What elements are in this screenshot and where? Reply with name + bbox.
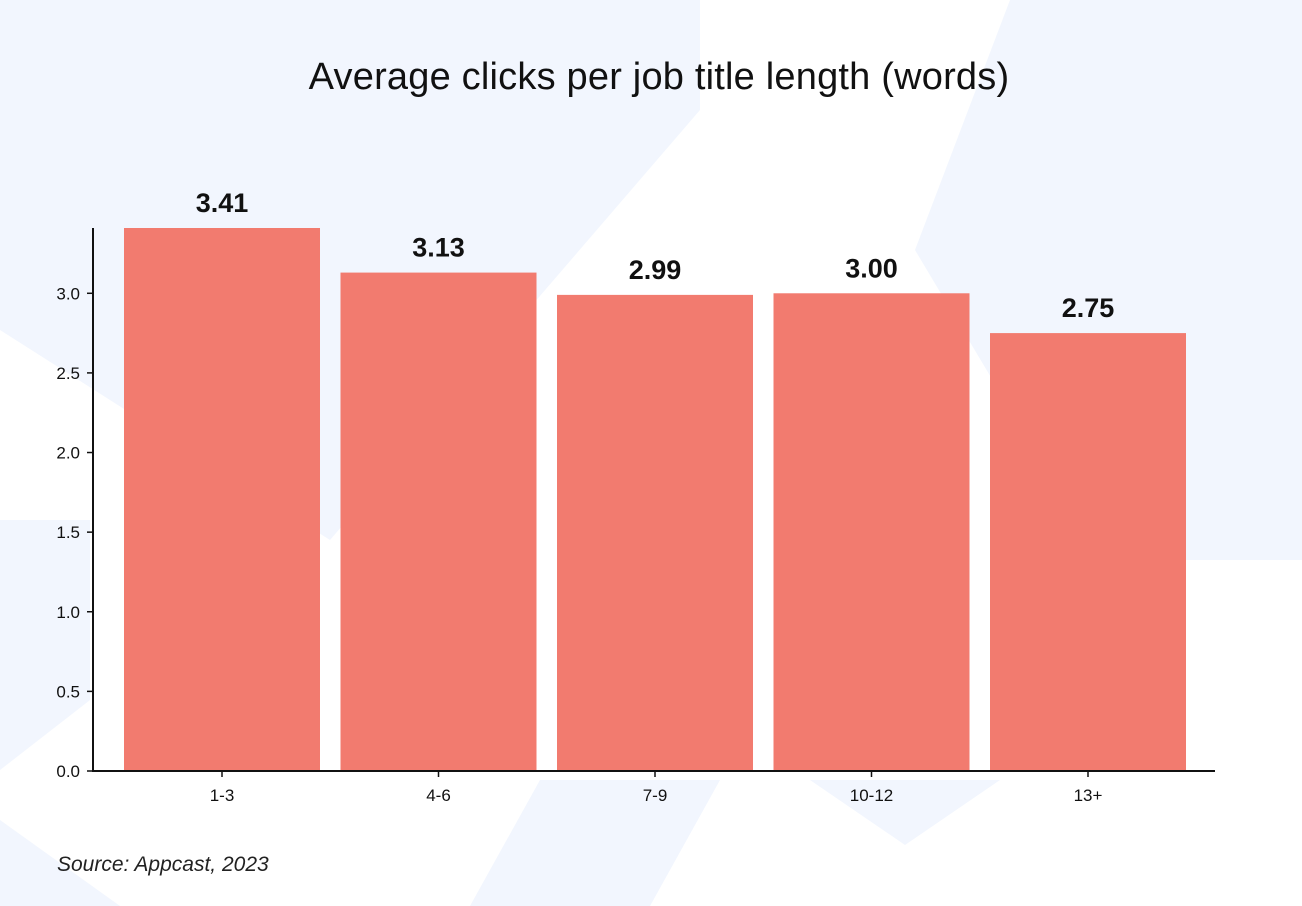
- value-label: 3.00: [845, 253, 898, 283]
- bar-1-3: [124, 228, 320, 771]
- x-tick-label: 10-12: [850, 786, 893, 805]
- y-axis: 0.0 0.5 1.0 1.5 2.0 2.5 3.0: [56, 228, 94, 781]
- y-tick-label: 0.0: [56, 762, 80, 781]
- background-shape: [0, 520, 90, 770]
- x-tick-label: 13+: [1074, 786, 1103, 805]
- bar-4-6: [340, 272, 537, 771]
- value-label: 2.75: [1062, 293, 1115, 323]
- y-tick-label: 2.5: [56, 364, 80, 383]
- background-shape: [810, 780, 1000, 845]
- bar-13+: [990, 333, 1186, 771]
- background-shape: [470, 780, 720, 906]
- value-label: 3.41: [196, 188, 249, 218]
- y-tick-label: 1.0: [56, 603, 80, 622]
- x-axis: 1-3 4-6 7-9 10-12 13+: [92, 770, 1215, 805]
- chart-title: Average clicks per job title length (wor…: [308, 56, 1010, 98]
- x-tick-label: 4-6: [426, 786, 451, 805]
- source-note: Source: Appcast, 2023: [57, 853, 269, 876]
- background-shape: [0, 820, 120, 906]
- value-label: 3.13: [412, 233, 465, 263]
- bar-7-9: [557, 294, 753, 771]
- y-tick-label: 3.0: [56, 284, 80, 303]
- y-tick-label: 2.0: [56, 444, 80, 463]
- x-tick-label: 7-9: [643, 786, 668, 805]
- y-tick-label: 0.5: [56, 682, 80, 701]
- background-shape: [915, 0, 1302, 560]
- y-tick-label: 1.5: [56, 523, 80, 542]
- bars-group: [124, 228, 1186, 771]
- value-labels-group: 3.41 3.13 2.99 3.00 2.75: [196, 188, 1115, 323]
- bar-10-12: [773, 293, 970, 771]
- x-tick-label: 1-3: [210, 786, 235, 805]
- value-label: 2.99: [629, 255, 682, 285]
